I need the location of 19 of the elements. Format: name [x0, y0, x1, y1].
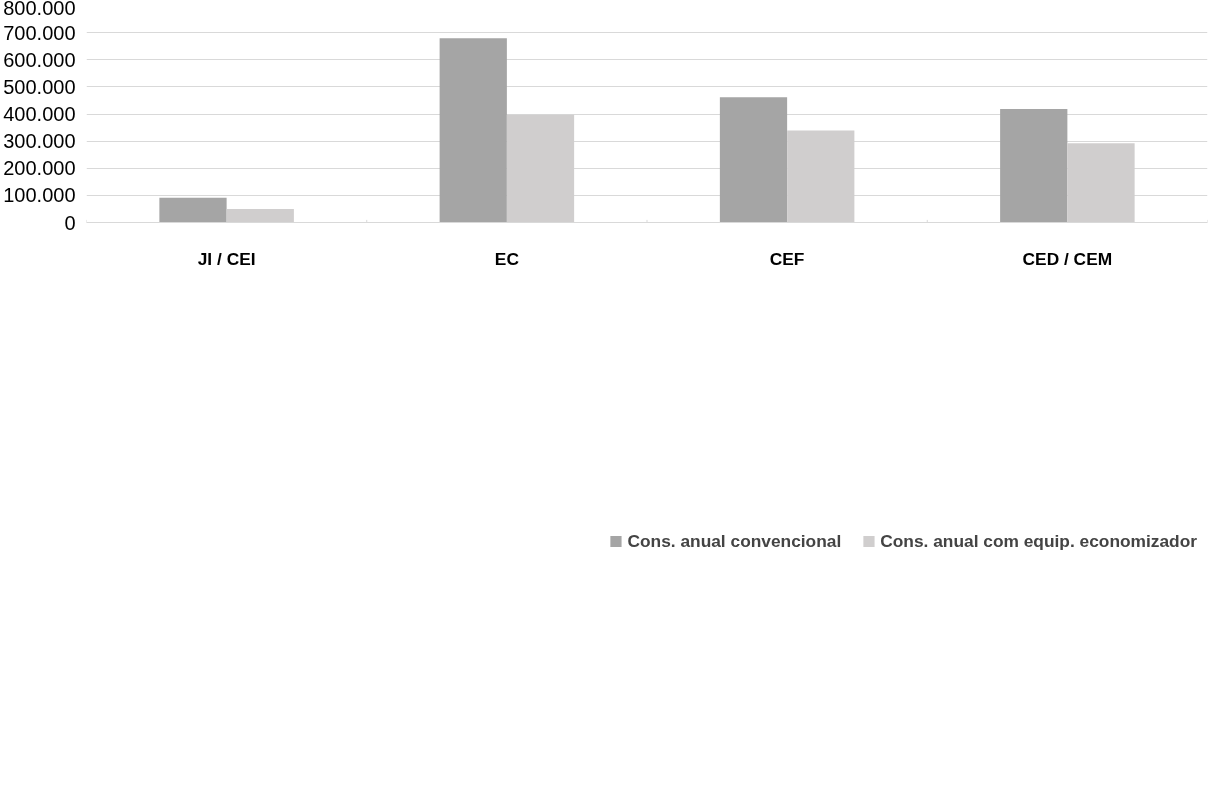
x-tick-label: EC — [494, 248, 520, 269]
y-tick-label: 700.000 — [3, 21, 76, 44]
y-tick-label: 500.000 — [3, 75, 76, 98]
y-tick-label: 800.000 — [3, 0, 76, 19]
bar — [159, 197, 227, 223]
legend-label: Cons. anual com equip. economizador — [880, 530, 1197, 552]
y-tick-label: 0 — [64, 211, 76, 234]
bar — [719, 97, 788, 223]
legend-label: Cons. anual convencional — [627, 530, 842, 552]
y-tick-label: 100.000 — [3, 184, 76, 207]
y-tick-label: 600.000 — [3, 48, 76, 71]
x-tick-label: JI / CEI — [197, 248, 256, 269]
bar — [439, 38, 507, 223]
x-tick-label: CED / CEM — [1022, 248, 1113, 269]
bar — [1000, 109, 1068, 223]
y-tick-label: 200.000 — [3, 157, 76, 180]
y-tick-label: 400.000 — [3, 103, 76, 125]
y-tick-label: 300.000 — [3, 130, 76, 153]
x-tick-label: CEF — [769, 248, 805, 269]
